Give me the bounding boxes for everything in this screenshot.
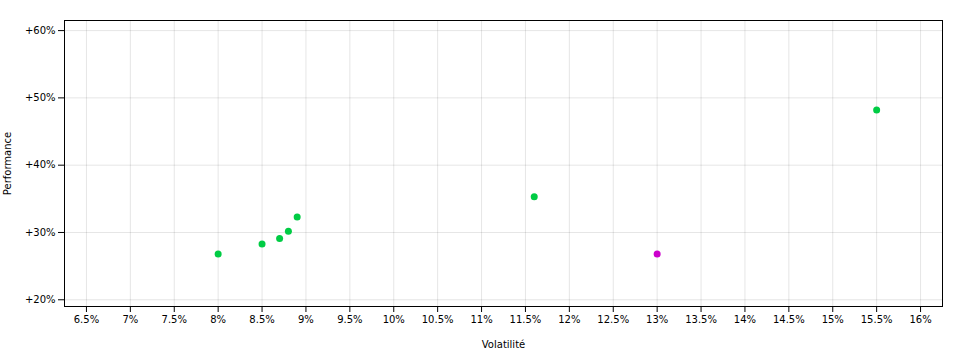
svg-text:Volatilité: Volatilité [482,339,525,350]
svg-text:11%: 11% [470,314,492,325]
svg-text:9%: 9% [298,314,314,325]
svg-text:8%: 8% [210,314,226,325]
svg-text:13%: 13% [646,314,668,325]
svg-text:14%: 14% [734,314,756,325]
svg-text:+30%: +30% [25,227,56,238]
svg-text:10%: 10% [383,314,405,325]
svg-text:+50%: +50% [25,92,56,103]
svg-text:14.5%: 14.5% [773,314,805,325]
svg-text:11.5%: 11.5% [510,314,542,325]
svg-text:12%: 12% [558,314,580,325]
svg-text:12.5%: 12.5% [597,314,629,325]
svg-text:9.5%: 9.5% [337,314,362,325]
svg-text:7%: 7% [122,314,138,325]
svg-text:+40%: +40% [25,159,56,170]
svg-text:8.5%: 8.5% [249,314,274,325]
svg-text:+20%: +20% [25,294,56,305]
svg-text:16%: 16% [909,314,931,325]
svg-text:7.5%: 7.5% [162,314,187,325]
svg-text:+60%: +60% [25,25,56,36]
svg-text:13.5%: 13.5% [685,314,717,325]
svg-text:10.5%: 10.5% [422,314,454,325]
svg-text:6.5%: 6.5% [74,314,99,325]
svg-text:15.5%: 15.5% [861,314,893,325]
svg-text:15%: 15% [822,314,844,325]
svg-text:Performance: Performance [2,132,13,195]
